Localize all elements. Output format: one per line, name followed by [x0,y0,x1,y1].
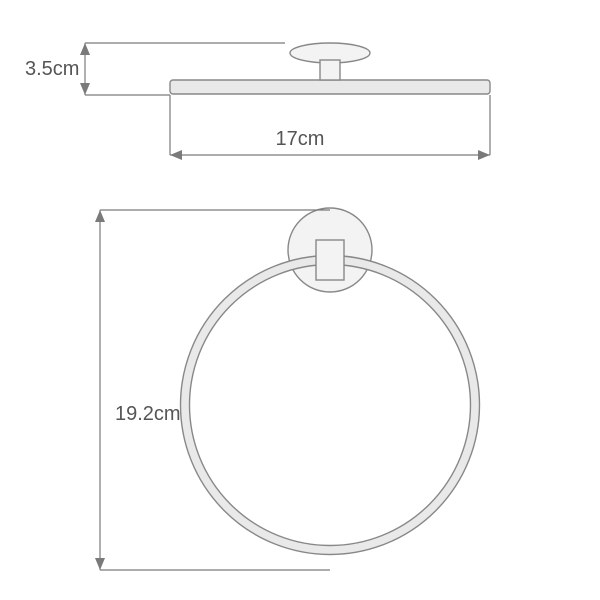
dimension-label: 17cm [276,128,325,150]
top-view-bar [170,80,490,94]
dimension-label: 3.5cm [25,58,79,80]
top-view-stem [320,60,340,80]
front-view-connector [316,240,344,280]
dimension-label: 19.2cm [115,403,181,425]
front-view-ring [185,260,475,550]
